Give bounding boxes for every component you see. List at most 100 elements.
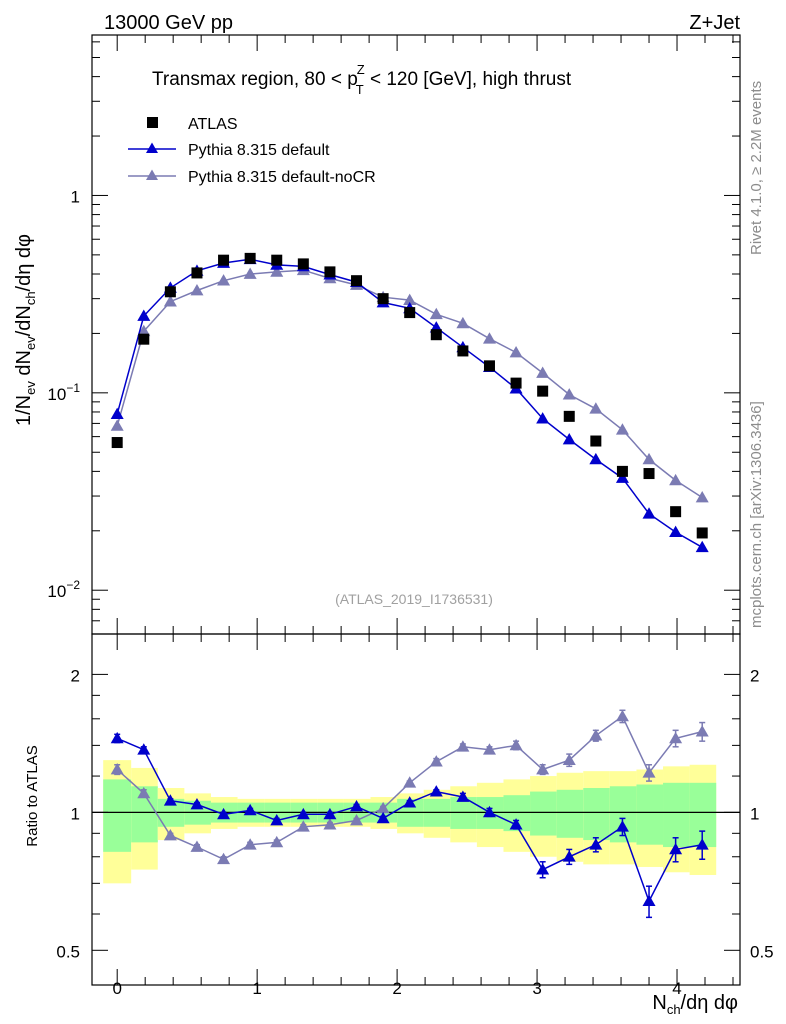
ratio-point-nocr <box>350 813 364 826</box>
series-point-nocr <box>217 274 231 286</box>
atlas-data-point <box>430 329 442 341</box>
series-point-nocr <box>429 307 443 320</box>
main-plot: 1 10−1 10−2 Transmax region, 80 < pZ T < 12… <box>47 34 741 635</box>
ratio-point-default <box>403 796 417 808</box>
atlas-data-point <box>510 377 522 389</box>
series-point-default <box>562 433 576 445</box>
ratio-frame <box>91 633 741 986</box>
plot-title-post: < 120 [GeV], high thrust <box>365 69 572 90</box>
series-point-nocr <box>669 473 683 486</box>
ratio-point-nocr <box>110 763 124 775</box>
series-point-default <box>137 309 151 321</box>
atlas-data-point <box>244 252 256 264</box>
ratio-band-green <box>636 784 664 845</box>
series-point-nocr <box>695 490 709 503</box>
atlas-data-point <box>457 345 469 357</box>
ratio-axes: 0 1 2 3 4 2 2 1 1 0.5 0.5 <box>56 634 774 998</box>
series-point-nocr <box>270 265 284 277</box>
ratio-point-default <box>695 838 709 850</box>
ratio-band-green <box>583 788 610 841</box>
ratio-point-nocr <box>163 829 177 841</box>
ratio-point-default <box>589 838 603 850</box>
series-point-nocr <box>615 423 629 435</box>
main-axes: 1 10−1 10−2 <box>47 35 740 635</box>
x-tick-label: 3 <box>532 979 541 998</box>
ratio-point-nocr <box>190 840 204 852</box>
ratio-band-green <box>103 779 132 852</box>
ratio-point-default <box>642 894 656 907</box>
series-point-default <box>589 452 603 465</box>
ratio-y-axis-label: Ratio to ATLAS <box>24 745 41 846</box>
ratio-point-default <box>163 794 177 806</box>
side-text-rivet: Rivet 4.1.0, ≥ 2.2M events <box>748 81 765 255</box>
series-point-nocr <box>137 324 151 337</box>
atlas-data-point <box>297 258 309 270</box>
ratio-point-default <box>270 813 284 826</box>
ratio-point-default <box>296 807 310 820</box>
series-point-nocr <box>536 366 550 378</box>
ratio-point-default <box>669 842 683 855</box>
legend-label-nocr: Pythia 8.315 default-noCR <box>188 169 376 186</box>
plot-title-pre: Transmax region, 80 < p <box>152 69 358 90</box>
ratio-point-nocr <box>243 838 257 850</box>
x-tick-label: 4 <box>672 979 681 998</box>
ratio-point-nocr <box>270 835 284 848</box>
x-tick-label: 0 <box>112 979 121 998</box>
series-point-nocr <box>110 419 124 431</box>
series-point-default <box>615 471 629 483</box>
ratio-y-tick-label: 2 <box>71 666 80 685</box>
side-text-mcplots: mcplots.cern.ch [arXiv:1306.3436] <box>748 401 765 628</box>
y-tick-label: 1 <box>71 187 80 206</box>
series-point-nocr <box>562 388 576 400</box>
ratio-point-nocr <box>615 709 629 722</box>
atlas-data-point <box>537 385 549 397</box>
ratio-y-tick-label-right: 2 <box>750 666 759 685</box>
x-tick-label: 1 <box>252 979 261 998</box>
atlas-data-point <box>218 254 230 266</box>
series-point-nocr <box>243 267 257 279</box>
series-point-nocr <box>589 402 603 414</box>
atlas-data-point <box>483 360 495 372</box>
legend-marker-nocr <box>146 169 158 180</box>
ratio-point-default <box>323 807 337 820</box>
atlas-data-point <box>164 286 176 298</box>
series-point-default <box>642 507 656 519</box>
plot-title-sub: T <box>356 82 364 97</box>
ratio-point-default <box>536 863 550 875</box>
y-tick-label: 10−2 <box>47 578 80 601</box>
x-axis-label-main: N <box>652 992 666 1014</box>
atlas-data-point <box>324 266 336 278</box>
ratio-y-tick-label-right: 1 <box>750 804 759 823</box>
series-point-nocr <box>190 283 204 296</box>
x-axis-label: Nch/dη dφ <box>652 992 738 1017</box>
series-point-default <box>110 407 124 420</box>
ratio-point-default <box>110 731 124 744</box>
ratio-point-nocr <box>509 738 523 751</box>
ratio-point-default <box>482 805 496 818</box>
series-point-nocr <box>163 295 177 307</box>
plot-title: Transmax region, 80 < pZ T < 120 [GeV], h… <box>152 62 572 97</box>
atlas-data-point <box>563 410 575 422</box>
ratio-point-default <box>456 790 470 802</box>
atlas-data-point <box>377 293 389 305</box>
x-axis-label-sub: ch <box>667 1002 681 1017</box>
ratio-point-nocr <box>482 743 496 755</box>
atlas-data-point <box>138 333 150 345</box>
series-point-nocr <box>482 332 496 344</box>
series-point-default <box>669 525 683 537</box>
ratio-band-green <box>556 789 584 838</box>
y-axis-label: 1/Nev dNev/dNch/dη dφ <box>13 234 38 426</box>
ratio-point-nocr <box>376 801 390 814</box>
series-point-default <box>536 412 550 424</box>
series-point-default <box>695 540 709 553</box>
ratio-point-default <box>350 799 364 812</box>
ratio-point-nocr <box>296 820 310 832</box>
ratio-point-nocr <box>536 763 550 775</box>
x-axis-label-rest: /dη dφ <box>681 992 738 1014</box>
legend: ATLAS Pythia 8.315 default Pythia 8.315 … <box>128 116 376 186</box>
y-tick-label: 10−1 <box>47 381 80 404</box>
atlas-data-point <box>271 254 283 266</box>
ratio-point-default <box>137 743 151 755</box>
ratio-point-nocr <box>456 740 470 752</box>
